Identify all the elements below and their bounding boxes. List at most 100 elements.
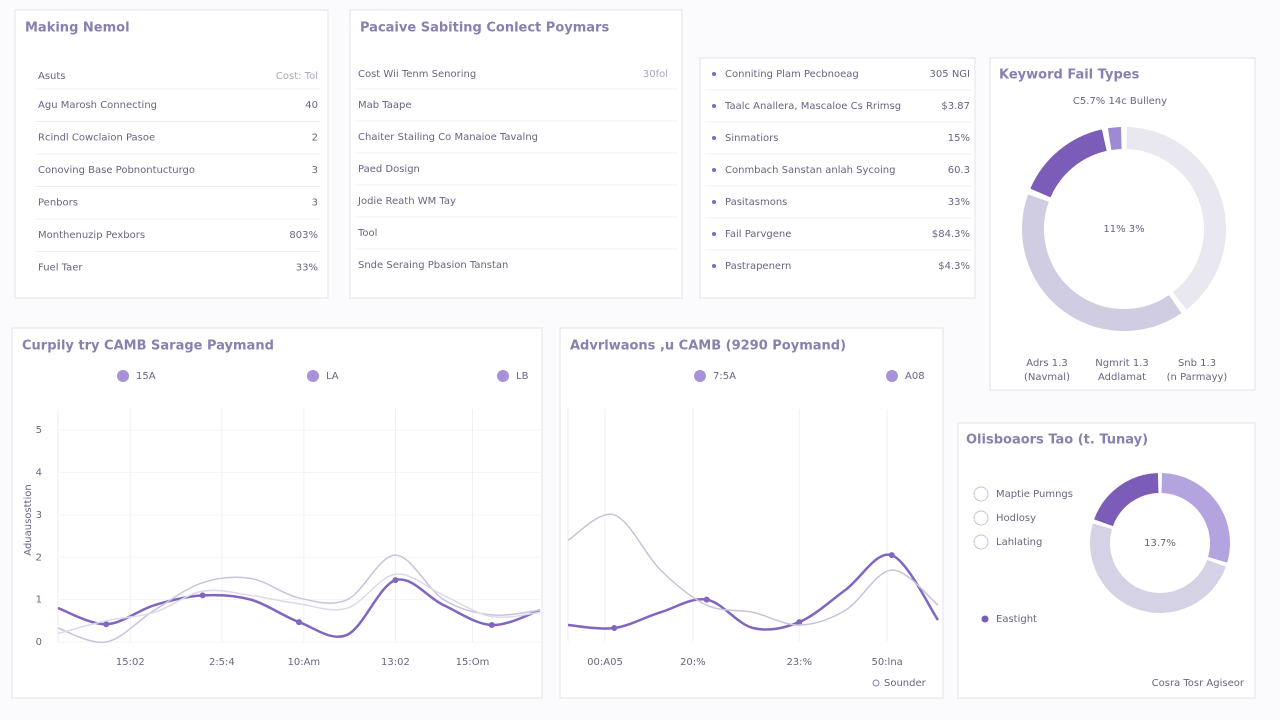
radio-label: Maptie Pumngs — [996, 489, 1073, 500]
row-label: Monthenuzip Pexbors — [38, 230, 145, 241]
legend-label: 15A — [136, 371, 156, 382]
panel-title: Advrlwaons ,u CAMB (9290 Poymand) — [570, 339, 846, 354]
bullet — [712, 200, 716, 204]
donut-center: 13.7% — [1144, 538, 1176, 549]
panel-title: Making Nemol — [25, 21, 130, 36]
row-label: Rcindl Cowclaion Pasoe — [38, 133, 155, 144]
y-tick-label: 1 — [36, 595, 42, 606]
row-label: Taalc Anallera, Mascaloe Cs Rrimsg — [724, 101, 901, 112]
row-label: Mab Taape — [358, 100, 412, 111]
line-series — [567, 553, 940, 631]
legend-label: Eastight — [996, 614, 1037, 625]
legend-marker — [497, 370, 509, 382]
panel — [349, 9, 683, 299]
row-value: $4.3% — [938, 261, 970, 272]
x-tick-label: 15:Om — [456, 657, 490, 668]
radio[interactable] — [973, 486, 989, 502]
row-value: 305 NGI — [930, 69, 970, 80]
legend-label: LB — [516, 371, 529, 382]
footer: Cosra Tosr Agiseor — [1152, 678, 1245, 689]
point — [199, 592, 206, 599]
legend-marker — [307, 370, 319, 382]
row-label: Fuel Taer — [38, 263, 83, 274]
legend-marker — [117, 370, 129, 382]
row-label: Fail Parvgene — [725, 229, 791, 240]
subtitle: C5.7% 14c Bulleny — [1073, 96, 1167, 107]
donut-segment — [1094, 473, 1159, 527]
point — [796, 619, 803, 626]
panel-title: Curpily try CAMB Sarage Paymand — [22, 339, 274, 354]
donut-segment — [1161, 473, 1230, 563]
point — [888, 552, 895, 559]
y-tick-label: 5 — [36, 425, 42, 436]
row-label: Paed Dosign — [358, 164, 420, 175]
legend-label: (Navmal) — [1024, 372, 1070, 383]
panel-title: Keyword Fail Types — [999, 68, 1140, 83]
row-value: 33% — [296, 263, 318, 274]
radio-label: Hodlosy — [996, 513, 1036, 524]
bullet — [712, 168, 716, 172]
donut-segment — [1090, 523, 1226, 613]
x-tick-label: 00:A05 — [587, 657, 623, 668]
legend-label: A08 — [905, 371, 925, 382]
axis-label: Aduausosttion — [23, 484, 34, 555]
x-tick-label: 2:5:4 — [209, 657, 235, 668]
legend-label: Addlamat — [1098, 372, 1146, 383]
point — [611, 625, 618, 632]
row-value: 803% — [289, 230, 318, 241]
x-tick-label: 10:Am — [287, 657, 320, 668]
row-value: 2 — [312, 133, 318, 144]
row-label: Conniting Plam Pecbnoeag — [725, 69, 859, 80]
y-tick-label: 3 — [36, 510, 42, 521]
donut-segment — [1022, 194, 1182, 331]
legend-label: LA — [326, 371, 339, 382]
legend-marker — [886, 370, 898, 382]
row-value: $84.3% — [932, 229, 970, 240]
panel — [559, 327, 944, 699]
panel — [699, 57, 976, 299]
row-value: 60.3 — [948, 165, 970, 176]
footer: Sounder — [884, 678, 927, 689]
row-value: $3.87 — [941, 101, 970, 112]
icon — [872, 679, 880, 687]
row-label: Penbors — [38, 198, 78, 209]
row-label: Chaiter Stailing Co Manaioe Tavalng — [358, 132, 538, 143]
legend-marker — [694, 370, 706, 382]
x-tick-label: 50:lna — [871, 657, 902, 668]
row-label: Agu Marosh Connecting — [38, 100, 157, 111]
bullet — [712, 72, 716, 76]
row-label: Jodie Reath WM Tay — [357, 196, 456, 207]
y-tick-label: 0 — [36, 637, 42, 648]
y-tick-label: 4 — [36, 468, 42, 479]
table-header: Cost Wii Tenm Senoring — [358, 69, 476, 80]
point — [488, 622, 495, 629]
row-label: Conoving Base Pobnontucturgo — [38, 165, 195, 176]
row-label: Pasitasmons — [725, 197, 787, 208]
donut-segment — [1030, 129, 1108, 198]
panel-title: Olisboaors Tao (t. Tunay) — [966, 433, 1148, 448]
x-tick-label: 13:02 — [381, 657, 410, 668]
panel-title: Pacaive Sabiting Conlect Poymars — [360, 21, 609, 36]
table-header: Asuts — [38, 71, 66, 82]
radio[interactable] — [973, 510, 989, 526]
row-label: Sinmatiors — [725, 133, 778, 144]
line-series — [57, 554, 541, 644]
row-label: Conmbach Sanstan anlah Sycoing — [725, 165, 896, 176]
x-tick-label: 20:% — [680, 657, 706, 668]
row-value: 3 — [312, 198, 318, 209]
donut-center: 11% 3% — [1103, 224, 1144, 235]
radio[interactable] — [973, 534, 989, 550]
row-value: 40 — [305, 100, 318, 111]
legend-label: (n Parmayy) — [1167, 372, 1228, 383]
row-value: 3 — [312, 165, 318, 176]
row-label: Tool — [357, 228, 377, 239]
legend-label: Ngmrit 1.3 — [1095, 358, 1148, 369]
bullet — [712, 232, 716, 236]
row-label: Snde Seraing Pbasion Tanstan — [358, 260, 508, 271]
bullet — [712, 264, 716, 268]
bullet — [712, 104, 716, 108]
row-value: 15% — [948, 133, 970, 144]
table-header: Cost: Tol — [276, 71, 318, 82]
row-label: Pastrapenern — [725, 261, 791, 272]
